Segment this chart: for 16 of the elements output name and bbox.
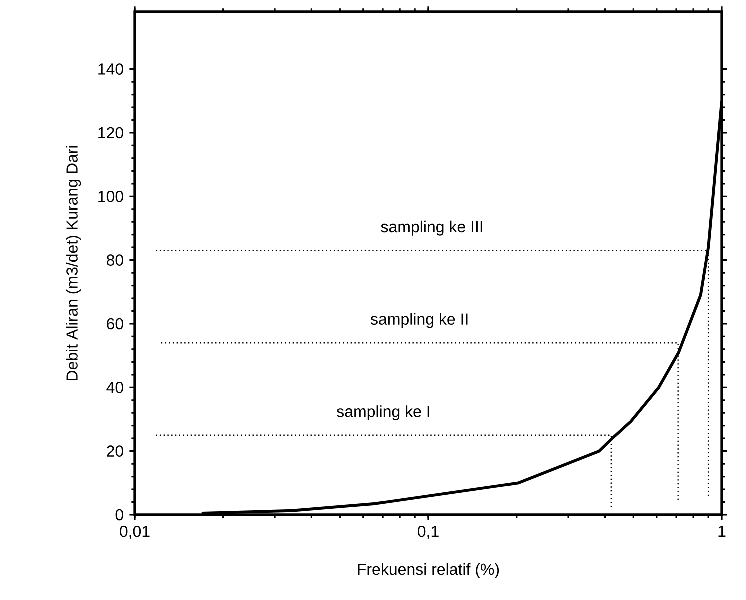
y-tick-label: 20 [107, 446, 124, 457]
y-axis-title: Debit Aliran (m3/det) Kurang Dari [66, 146, 82, 380]
y-tick-label: 100 [98, 190, 124, 202]
annotation: sampling ke III [381, 220, 482, 236]
annotation: sampling ke II [370, 313, 468, 328]
x-axis-title: Frekuensi relatif (%) [358, 563, 500, 578]
y-tick-label: 140 [98, 64, 124, 75]
y-tick-label: 120 [98, 127, 124, 139]
y-tick-label: 60 [107, 318, 124, 330]
x-tick-label: 1 [718, 526, 726, 537]
y-tick-label: 40 [106, 382, 124, 394]
y-tick-label: 80 [106, 254, 124, 266]
x-tick-label: 0,1 [418, 526, 439, 540]
x-tick-label: 0,01 [120, 526, 150, 540]
annotation: sampling ke I [337, 406, 430, 420]
y-tick-label: 0 [116, 509, 124, 521]
